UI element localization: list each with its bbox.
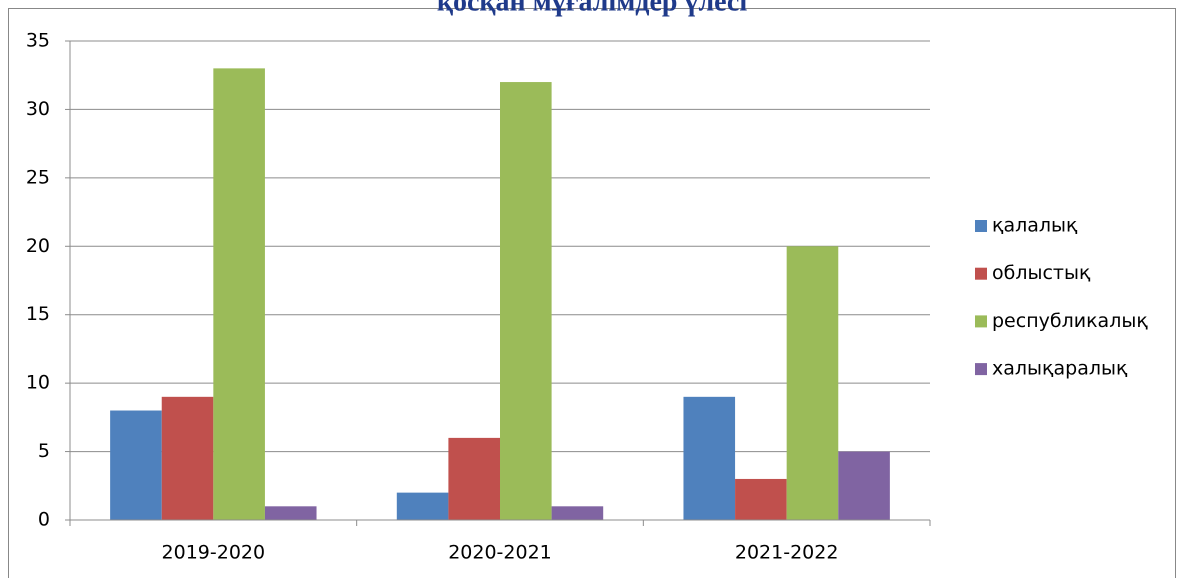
bar <box>264 506 317 520</box>
chart-title: қосқан мұғалімдер үлесі <box>437 0 747 17</box>
bar <box>448 437 500 520</box>
y-tick-label: 15 <box>26 303 50 325</box>
x-tick-label: 2019-2020 <box>162 542 266 564</box>
legend-swatch <box>975 315 987 328</box>
x-tick-label: 2020-2021 <box>448 542 552 564</box>
legend-label: қалалық <box>992 215 1078 237</box>
bar <box>786 246 839 521</box>
bar <box>396 492 449 520</box>
legend-label: облыстық <box>992 262 1091 284</box>
bar <box>683 396 736 520</box>
y-tick-label: 0 <box>38 509 50 531</box>
y-tick-label: 35 <box>26 30 50 52</box>
bar <box>735 478 787 520</box>
legend-swatch <box>975 220 987 232</box>
legend-label: халықаралық <box>992 358 1128 380</box>
title-bg <box>370 0 820 8</box>
x-tick-label: 2021-2022 <box>735 542 839 564</box>
bar <box>838 451 890 520</box>
legend-swatch <box>975 267 987 280</box>
y-tick-label: 20 <box>26 235 50 257</box>
chart-frame <box>8 8 1176 578</box>
bar <box>213 68 265 520</box>
bar <box>161 396 214 520</box>
bar <box>110 410 162 520</box>
legend-label: республикалық <box>992 310 1148 332</box>
y-tick-label: 25 <box>26 166 50 188</box>
bar <box>551 506 604 520</box>
y-tick-label: 5 <box>38 440 50 462</box>
legend-swatch <box>975 363 987 376</box>
y-tick-label: 10 <box>26 372 50 394</box>
bar <box>500 82 552 521</box>
y-tick-label: 30 <box>26 98 50 120</box>
